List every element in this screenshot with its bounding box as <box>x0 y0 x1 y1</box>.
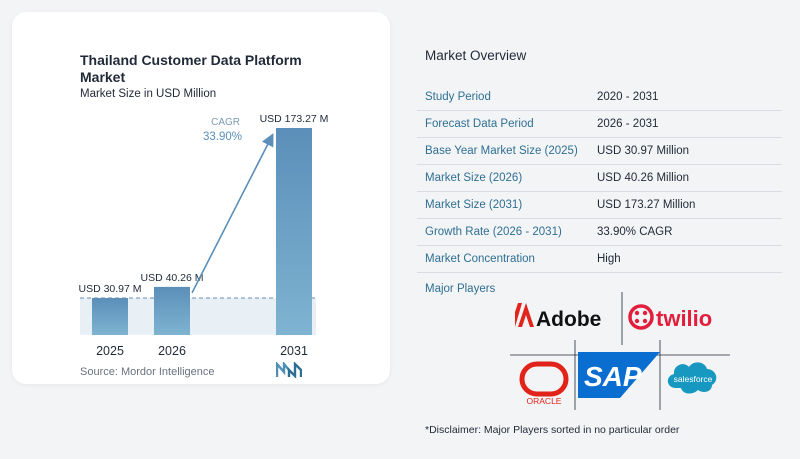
row-value: 2020 - 2031 <box>585 84 782 111</box>
bar-2025 <box>92 298 128 335</box>
twilio-wordmark: twilio <box>656 306 712 331</box>
market-overview-table: Study Period 2020 - 2031 Forecast Data P… <box>417 84 782 273</box>
row-value: USD 40.26 Million <box>585 164 782 192</box>
cagr-arrow <box>191 133 274 294</box>
row-key: Market Size (2026) <box>417 164 585 192</box>
table-row: Market Concentration High <box>417 245 782 273</box>
table-row: Market Size (2031) USD 173.27 Million <box>417 191 782 219</box>
row-value: 2026 - 2031 <box>585 110 782 138</box>
row-value: USD 173.27 Million <box>585 191 782 219</box>
row-value: 33.90% CAGR <box>585 218 782 246</box>
bar-2031 <box>276 128 312 335</box>
market-overview-title: Market Overview <box>425 48 527 63</box>
oracle-wordmark: ORACLE <box>527 396 562 406</box>
sap-logo: SAP <box>578 352 660 398</box>
data-label-2031: USD 173.27 M <box>260 113 329 125</box>
row-value: High <box>585 245 782 273</box>
row-key: Forecast Data Period <box>417 110 585 138</box>
bar-chart: USD 30.97 M 2025 USD 40.26 M 2026 USD 173.27… <box>78 113 329 358</box>
chart-subtitle: Market Size in USD Million <box>80 88 217 100</box>
source-note: Source: Mordor Intelligence <box>80 366 215 378</box>
salesforce-wordmark: salesforce <box>674 374 713 384</box>
sap-wordmark: SAP <box>584 361 642 392</box>
bar-2026 <box>154 286 190 335</box>
cagr-value: 33.90% <box>203 131 242 143</box>
chart-title: Thailand Customer Data Platform Market <box>80 52 302 85</box>
x-tick-label-2031: 2031 <box>280 344 308 358</box>
row-key: Study Period <box>417 84 585 111</box>
table-row: Growth Rate (2026 - 2031) 33.90% CAGR <box>417 218 782 246</box>
data-label-2025: USD 30.97 M <box>78 283 141 295</box>
row-key: Market Size (2031) <box>417 191 585 219</box>
row-key: Base Year Market Size (2025) <box>417 137 585 165</box>
salesforce-logo: salesforce <box>667 362 717 394</box>
oracle-logo: ORACLE <box>519 361 569 406</box>
cagr-label: CAGR <box>211 117 240 128</box>
table-row: Base Year Market Size (2025) USD 30.97 M… <box>417 137 782 165</box>
row-key: Market Concentration <box>417 245 585 273</box>
data-label-2026: USD 40.26 M <box>140 272 203 284</box>
table-row: Market Size (2026) USD 40.26 Million <box>417 164 782 192</box>
twilio-logo: twilio <box>628 304 712 331</box>
major-players-logos: Adobe twilio ORACLE SAP salesforce <box>510 292 730 410</box>
table-row: Forecast Data Period 2026 - 2031 <box>417 110 782 138</box>
row-value: USD 30.97 Million <box>585 137 782 165</box>
row-key: Growth Rate (2026 - 2031) <box>417 218 585 246</box>
adobe-wordmark: Adobe <box>536 308 601 331</box>
table-row: Study Period 2020 - 2031 <box>417 84 782 111</box>
x-tick-label-2025: 2025 <box>96 344 124 358</box>
x-tick-label-2026: 2026 <box>158 344 186 358</box>
disclaimer: *Disclaimer: Major Players sorted in no … <box>425 424 680 436</box>
major-players-label: Major Players <box>425 283 496 295</box>
adobe-logo: Adobe <box>515 303 601 331</box>
mordor-intelligence-logo <box>276 362 302 378</box>
